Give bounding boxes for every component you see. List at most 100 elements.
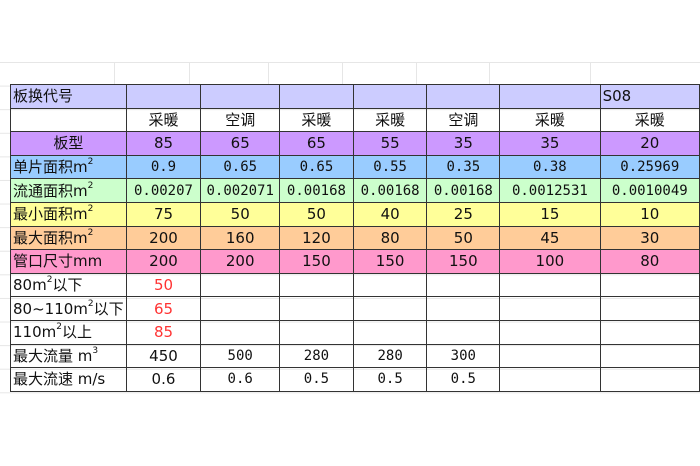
table-cell[interactable]: 0.65	[200, 154, 281, 180]
row-label[interactable]: 最大流量 m3	[10, 343, 127, 369]
table-cell[interactable]: 空调	[200, 107, 281, 133]
table-cell[interactable]: 采暖	[352, 107, 428, 133]
table-cell[interactable]: 空调	[426, 107, 501, 133]
table-cell[interactable]: 0.00168	[352, 178, 428, 203]
table-cell[interactable]: 450	[125, 343, 202, 369]
table-cell[interactable]: 65	[279, 131, 354, 156]
table-cell[interactable]: 85	[125, 319, 202, 345]
table-cell[interactable]	[499, 367, 601, 392]
table-cell[interactable]: 0.5	[279, 367, 354, 392]
table-cell[interactable]: 500	[200, 343, 281, 369]
row-label[interactable]	[10, 107, 127, 133]
table-cell[interactable]: 200	[125, 249, 202, 274]
table-cell[interactable]: 15	[499, 201, 601, 227]
table-cell[interactable]	[499, 296, 601, 321]
table-cell[interactable]	[352, 319, 428, 345]
table-cell[interactable]: 0.002071	[200, 178, 281, 203]
table-cell[interactable]	[352, 272, 428, 298]
table-cell[interactable]: 0.35	[426, 154, 501, 180]
table-cell[interactable]	[599, 367, 700, 392]
table-cell[interactable]: 280	[352, 343, 428, 369]
table-cell[interactable]: 0.9	[125, 154, 202, 180]
row-label[interactable]: 板换代号	[10, 84, 127, 109]
table-cell[interactable]: 120	[279, 225, 354, 251]
row-label[interactable]: 最小面积m2	[10, 201, 127, 227]
table-cell[interactable]: 50	[426, 225, 501, 251]
table-cell[interactable]	[200, 272, 281, 298]
table-cell[interactable]: 采暖	[499, 107, 601, 133]
table-cell[interactable]	[426, 296, 501, 321]
row-label[interactable]: 最大流速 m/s	[10, 367, 127, 392]
table-cell[interactable]: 0.5	[426, 367, 501, 392]
table-cell[interactable]: 0.00207	[125, 178, 202, 203]
table-cell[interactable]: 0.0010049	[599, 178, 700, 203]
table-cell[interactable]	[200, 84, 281, 109]
table-cell[interactable]: 20	[599, 131, 700, 156]
table-cell[interactable]: 160	[200, 225, 281, 251]
table-cell[interactable]: 80	[599, 249, 700, 274]
table-cell[interactable]: 200	[125, 225, 202, 251]
table-cell[interactable]	[599, 296, 700, 321]
table-cell[interactable]: 0.6	[200, 367, 281, 392]
table-cell[interactable]: 75	[125, 201, 202, 227]
table-cell[interactable]: 50	[125, 272, 202, 298]
table-cell[interactable]: 0.00168	[426, 178, 501, 203]
table-cell[interactable]: 150	[279, 249, 354, 274]
table-cell[interactable]: 280	[279, 343, 354, 369]
row-label[interactable]: 110m2以上	[10, 319, 127, 345]
table-cell[interactable]	[279, 296, 354, 321]
table-cell[interactable]: 采暖	[599, 107, 700, 133]
table-cell[interactable]: 85	[125, 131, 202, 156]
table-cell[interactable]	[279, 272, 354, 298]
table-cell[interactable]: 0.55	[352, 154, 428, 180]
table-cell[interactable]	[499, 84, 601, 109]
table-cell[interactable]	[279, 319, 354, 345]
table-cell[interactable]	[352, 84, 428, 109]
table-cell[interactable]: 0.00168	[279, 178, 354, 203]
table-cell[interactable]: 150	[426, 249, 501, 274]
table-cell[interactable]: S08	[599, 84, 700, 109]
table-cell[interactable]: 0.6	[125, 367, 202, 392]
table-cell[interactable]	[125, 84, 202, 109]
table-cell[interactable]: 40	[352, 201, 428, 227]
row-label[interactable]: 板型	[10, 131, 127, 156]
table-cell[interactable]	[200, 296, 281, 321]
table-cell[interactable]: 300	[426, 343, 501, 369]
table-cell[interactable]: 150	[352, 249, 428, 274]
table-cell[interactable]: 45	[499, 225, 601, 251]
table-cell[interactable]	[279, 84, 354, 109]
table-cell[interactable]: 65	[200, 131, 281, 156]
table-cell[interactable]: 采暖	[125, 107, 202, 133]
table-cell[interactable]: 30	[599, 225, 700, 251]
table-cell[interactable]: 25	[426, 201, 501, 227]
row-label[interactable]: 单片面积m2	[10, 154, 127, 180]
table-cell[interactable]: 采暖	[279, 107, 354, 133]
table-cell[interactable]: 10	[599, 201, 700, 227]
table-cell[interactable]	[200, 319, 281, 345]
table-cell[interactable]	[499, 319, 601, 345]
row-label[interactable]: 管口尺寸mm	[10, 249, 127, 274]
row-label[interactable]: 80~110m2以下	[10, 296, 127, 321]
table-cell[interactable]	[599, 343, 700, 369]
table-cell[interactable]	[499, 272, 601, 298]
table-cell[interactable]	[352, 296, 428, 321]
table-cell[interactable]: 100	[499, 249, 601, 274]
table-cell[interactable]	[426, 319, 501, 345]
table-cell[interactable]: 0.38	[499, 154, 601, 180]
table-cell[interactable]	[599, 272, 700, 298]
row-label[interactable]: 80m2以下	[10, 272, 127, 298]
table-cell[interactable]: 35	[426, 131, 501, 156]
row-label[interactable]: 流通面积m2	[10, 178, 127, 203]
table-cell[interactable]: 200	[200, 249, 281, 274]
table-cell[interactable]: 55	[352, 131, 428, 156]
table-cell[interactable]: 35	[499, 131, 601, 156]
table-cell[interactable]	[426, 84, 501, 109]
table-cell[interactable]: 65	[125, 296, 202, 321]
row-label[interactable]: 最大面积m2	[10, 225, 127, 251]
table-cell[interactable]	[599, 319, 700, 345]
table-cell[interactable]: 0.0012531	[499, 178, 601, 203]
table-cell[interactable]: 0.5	[352, 367, 428, 392]
table-cell[interactable]: 80	[352, 225, 428, 251]
table-cell[interactable]: 50	[279, 201, 354, 227]
table-cell[interactable]: 0.65	[279, 154, 354, 180]
